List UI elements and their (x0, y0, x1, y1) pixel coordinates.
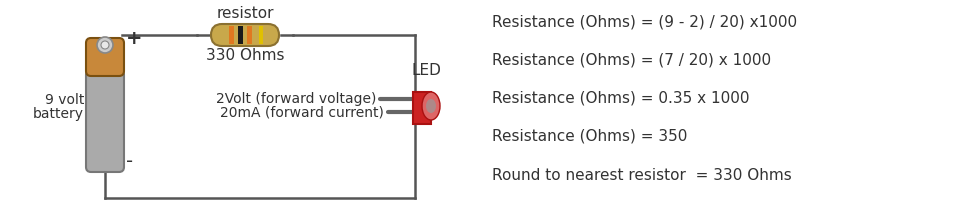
Bar (413, 92, 431, 124)
Text: LED: LED (411, 63, 441, 78)
FancyBboxPatch shape (86, 38, 124, 76)
Text: Resistance (Ohms) = 350: Resistance (Ohms) = 350 (492, 128, 687, 143)
Text: Round to nearest resistor  = 330 Ohms: Round to nearest resistor = 330 Ohms (492, 169, 792, 183)
Bar (237, 26, 243, 44)
Bar (247, 26, 252, 44)
Circle shape (101, 41, 109, 49)
Ellipse shape (422, 92, 440, 120)
Text: Resistance (Ohms) = (7 / 20) x 1000: Resistance (Ohms) = (7 / 20) x 1000 (492, 53, 771, 68)
Text: 20mA (forward current): 20mA (forward current) (220, 105, 384, 119)
Text: battery: battery (33, 107, 84, 121)
Ellipse shape (426, 99, 436, 113)
Text: 9 volt: 9 volt (44, 93, 84, 107)
Text: Resistance (Ohms) = (9 - 2) / 20) x1000: Resistance (Ohms) = (9 - 2) / 20) x1000 (492, 15, 797, 29)
Circle shape (97, 37, 113, 53)
Bar (228, 26, 233, 44)
Text: 330 Ohms: 330 Ohms (205, 48, 284, 63)
Text: 2Volt (forward voltage): 2Volt (forward voltage) (216, 92, 376, 106)
FancyBboxPatch shape (86, 70, 124, 172)
Text: resistor: resistor (216, 6, 274, 21)
Text: +: + (126, 29, 142, 48)
Text: Resistance (Ohms) = 0.35 x 1000: Resistance (Ohms) = 0.35 x 1000 (492, 90, 750, 106)
FancyBboxPatch shape (211, 24, 279, 46)
Text: -: - (126, 152, 133, 172)
Bar (259, 26, 263, 44)
